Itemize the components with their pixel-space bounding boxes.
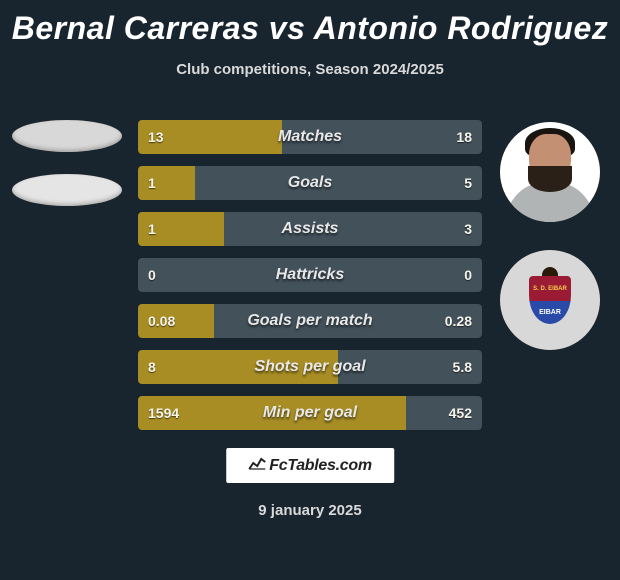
stat-row: 0.080.28Goals per match [138, 304, 482, 338]
stat-label: Shots per goal [138, 358, 482, 376]
stat-row: 00Hattricks [138, 258, 482, 292]
left-avatars-column [12, 120, 122, 228]
player-a-club-placeholder [12, 174, 122, 206]
comparison-title: Bernal Carreras vs Antonio Rodriguez [0, 0, 620, 47]
player-b-avatar [500, 122, 600, 222]
vs-text: vs [269, 10, 306, 46]
brand-text: FcTables.com [269, 457, 372, 474]
brand-box[interactable]: FcTables.com [226, 448, 394, 483]
stat-label: Goals [138, 174, 482, 192]
stat-row: 13Assists [138, 212, 482, 246]
stat-row: 85.8Shots per goal [138, 350, 482, 384]
badge-bottom-text: EIBAR [529, 309, 571, 316]
date-text: 9 january 2025 [0, 502, 620, 519]
subtitle: Club competitions, Season 2024/2025 [0, 61, 620, 78]
stat-row: 1594452Min per goal [138, 396, 482, 430]
player-b-name: Antonio Rodriguez [314, 10, 609, 46]
stat-label: Assists [138, 220, 482, 238]
stat-label: Matches [138, 128, 482, 146]
badge-top-text: S. D. EIBAR [529, 286, 571, 292]
brand-logo-icon [248, 456, 266, 475]
right-avatars-column: S. D. EIBAR EIBAR [500, 122, 600, 350]
player-a-avatar-placeholder [12, 120, 122, 152]
stat-row: 1318Matches [138, 120, 482, 154]
stat-label: Hattricks [138, 266, 482, 284]
stat-label: Min per goal [138, 404, 482, 422]
player-b-club-badge: S. D. EIBAR EIBAR [500, 250, 600, 350]
player-a-name: Bernal Carreras [12, 10, 260, 46]
stats-bars: 1318Matches 15Goals 13Assists 00Hattricks 0.… [138, 120, 482, 442]
stat-label: Goals per match [138, 312, 482, 330]
stat-row: 15Goals [138, 166, 482, 200]
